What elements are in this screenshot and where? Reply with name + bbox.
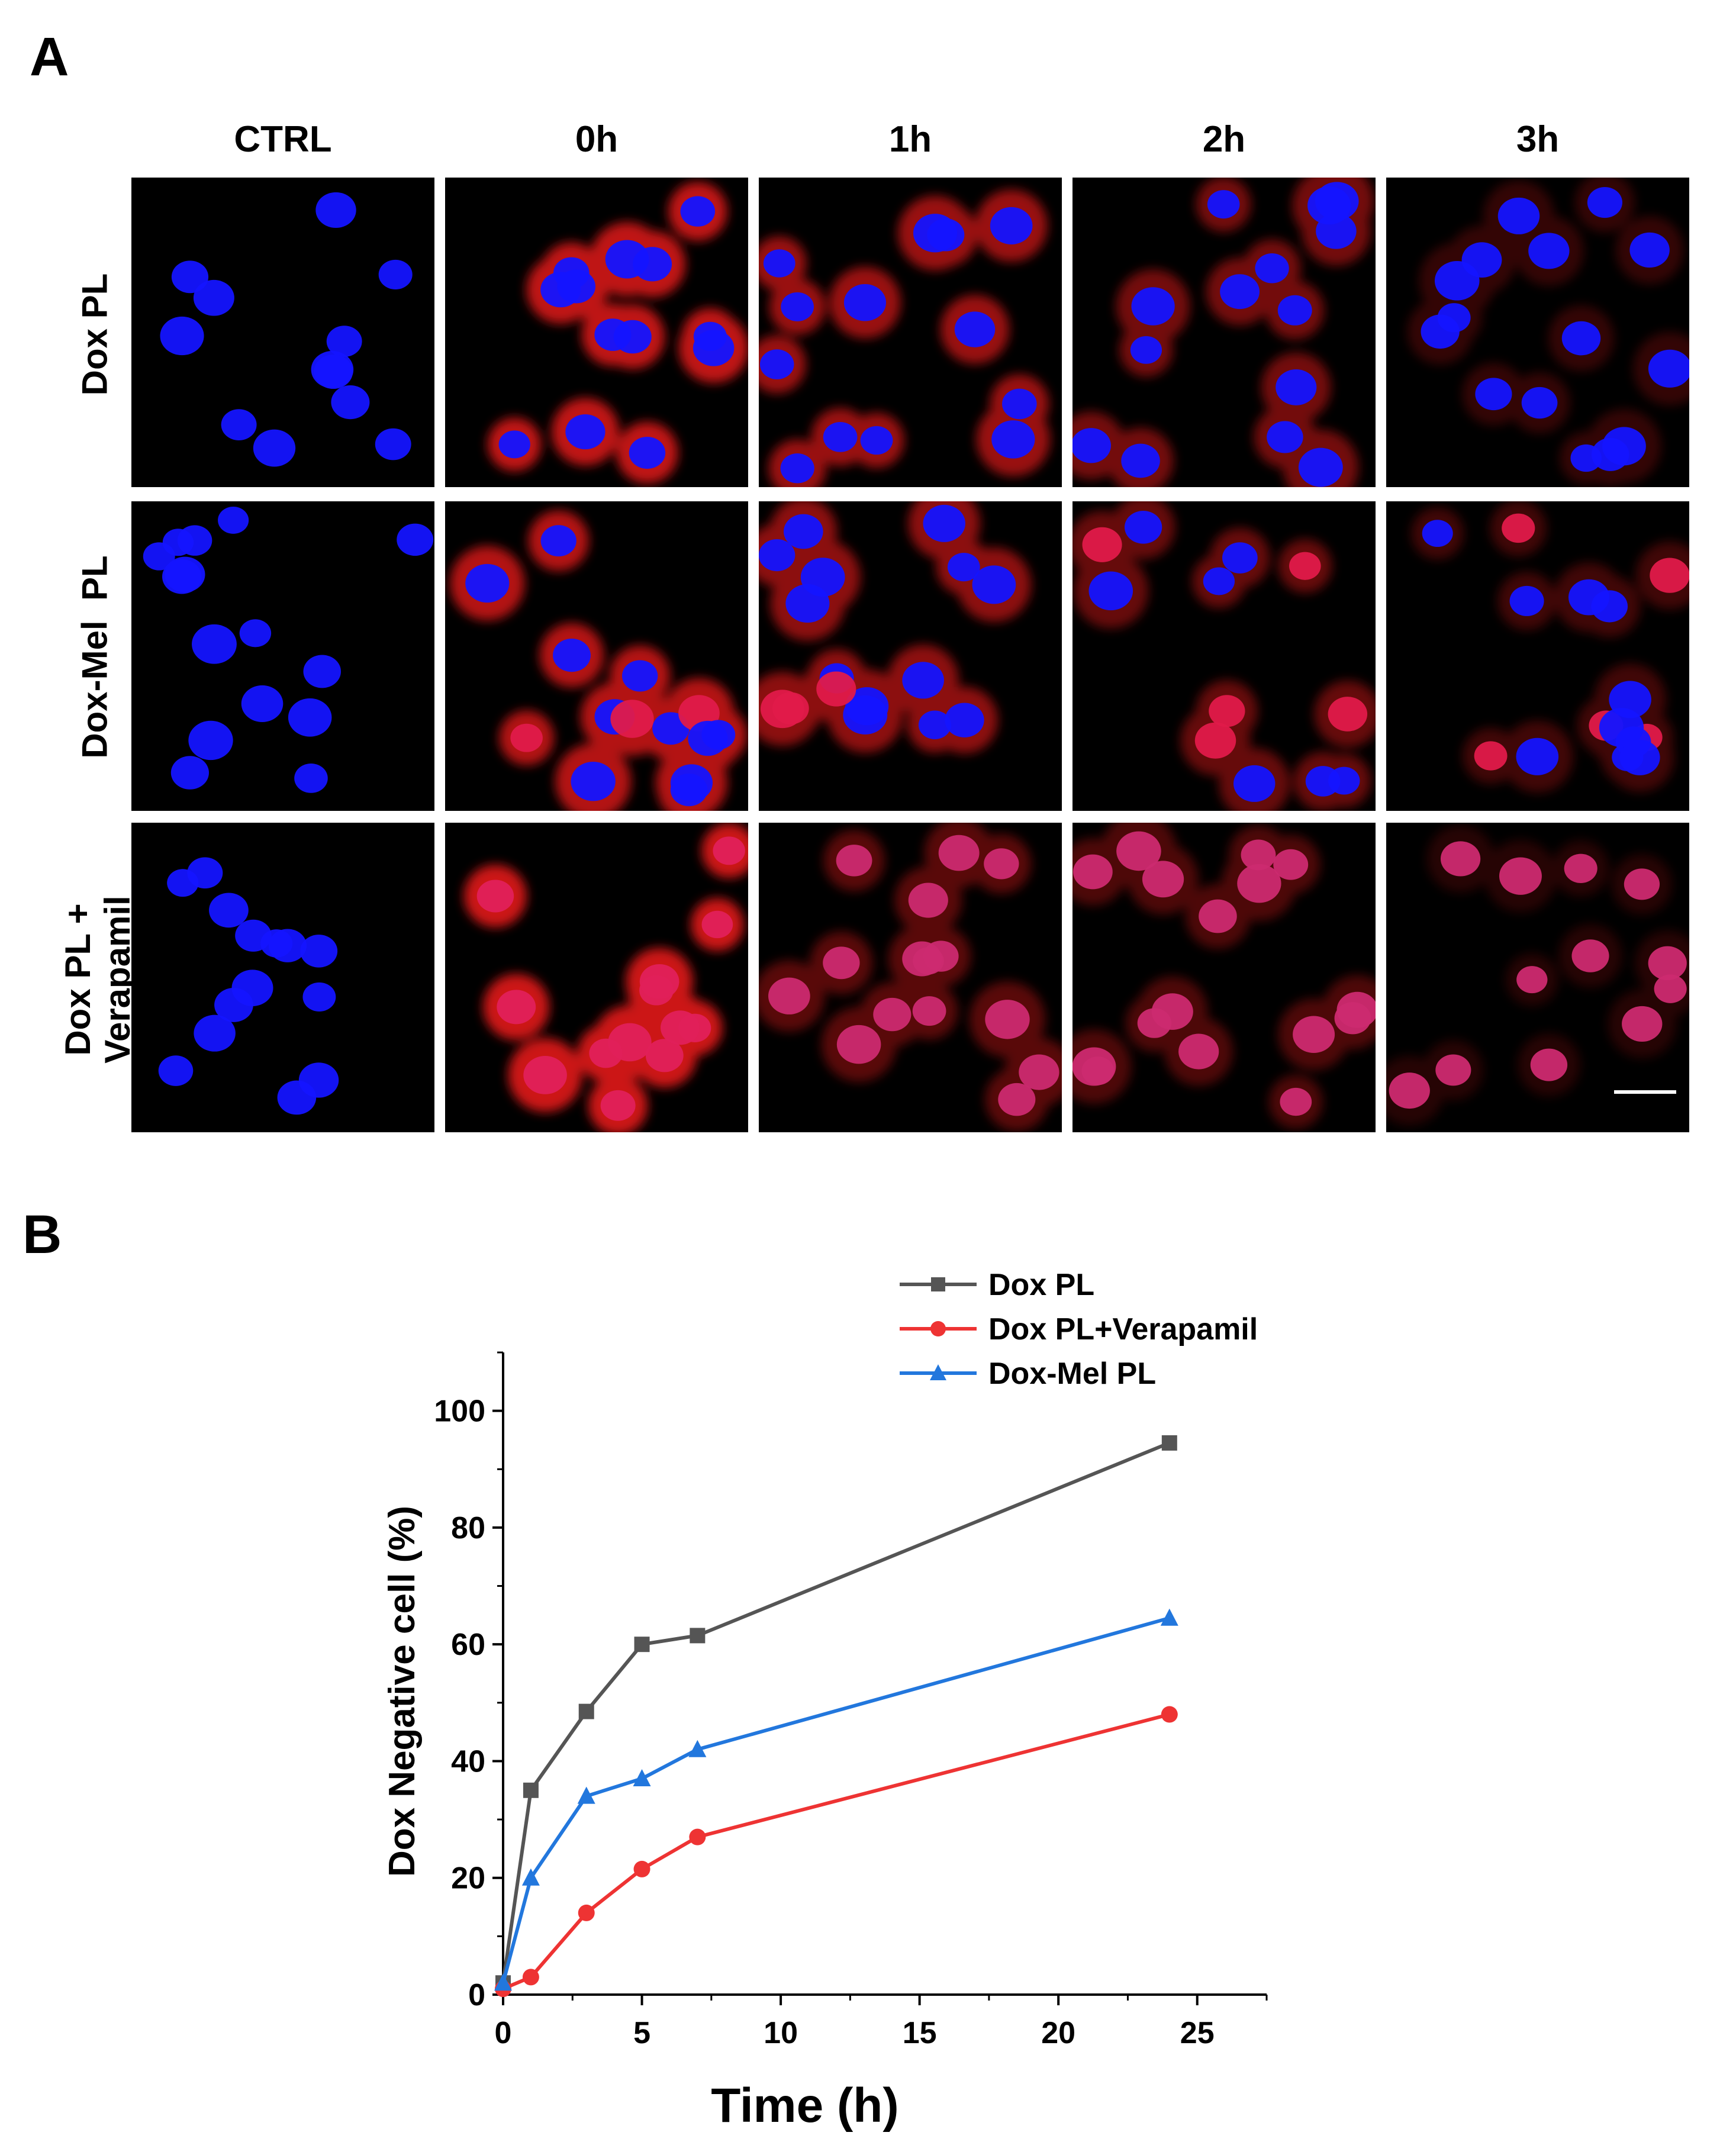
micrograph-r3-c5 xyxy=(1386,823,1689,1132)
legend-marker-0 xyxy=(931,1277,945,1291)
y-tick-label-80: 80 xyxy=(451,1511,485,1545)
x-tick-label-15: 15 xyxy=(903,2016,937,2050)
row-label-dox-mel-pl: Dox-Mel PL xyxy=(75,555,115,759)
series-1-point-2 xyxy=(578,1904,595,1921)
y-axis-label: Dox Negative cell (%) xyxy=(382,1506,423,1877)
micrograph-r3-c4 xyxy=(1072,823,1376,1132)
micrograph-r1-c5 xyxy=(1386,178,1689,487)
series-1-point-4 xyxy=(689,1828,706,1845)
y-tick-label-20: 20 xyxy=(451,1861,485,1896)
series-2-point-1 xyxy=(521,1868,540,1886)
legend-marker-1 xyxy=(930,1321,946,1336)
micrograph-r2-c5 xyxy=(1386,501,1689,811)
legend-marker-2 xyxy=(930,1364,946,1380)
series-1-point-5 xyxy=(1161,1706,1178,1723)
legend-label-1: Dox PL+Verapamil xyxy=(988,1312,1258,1347)
column-header-ctrl: CTRL xyxy=(234,119,332,160)
legend-label-0: Dox PL xyxy=(988,1268,1094,1302)
column-header-2h: 2h xyxy=(1202,119,1246,160)
micrograph-r2-c3 xyxy=(759,501,1062,811)
series-0-point-5 xyxy=(1161,1435,1177,1451)
y-tick-label-40: 40 xyxy=(451,1744,485,1779)
legend-label-2: Dox-Mel PL xyxy=(988,1357,1156,1391)
y-tick-label-100: 100 xyxy=(434,1394,485,1429)
micrograph-r2-c2 xyxy=(445,501,748,811)
micrograph-r1-c1 xyxy=(131,178,434,487)
series-line-0 xyxy=(501,1441,1170,1983)
panel-a-letter: A xyxy=(30,27,69,87)
x-axis-label: Time (h) xyxy=(711,2079,898,2133)
x-tick-label-25: 25 xyxy=(1180,2016,1215,2050)
y-tick-label-60: 60 xyxy=(451,1628,485,1662)
y-tick-label-0: 0 xyxy=(468,1978,485,2012)
series-2-point-2 xyxy=(577,1786,595,1804)
x-tick-label-10: 10 xyxy=(764,2016,798,2050)
series-0-point-1 xyxy=(523,1782,539,1798)
micrograph-r2-c4 xyxy=(1072,501,1376,811)
panel-b-letter: B xyxy=(22,1204,62,1265)
micrograph-r1-c4 xyxy=(1072,178,1376,487)
series-2-point-4 xyxy=(688,1740,707,1757)
column-header-1h: 1h xyxy=(888,119,932,160)
series-0-point-2 xyxy=(578,1703,594,1719)
row-label-dox-pl-verapamil: Dox PL + Verapamil xyxy=(57,896,137,1064)
micrograph-r3-c1 xyxy=(131,823,434,1132)
row-label-dox-pl: Dox PL xyxy=(75,273,115,396)
micrograph-r1-c2 xyxy=(445,178,748,487)
series-1-point-3 xyxy=(633,1860,650,1877)
series-line-2 xyxy=(501,1616,1170,1984)
column-header-0h: 0h xyxy=(575,119,619,160)
series-2-point-3 xyxy=(633,1769,651,1787)
micrograph-r3-c3 xyxy=(759,823,1062,1132)
series-2-point-5 xyxy=(1160,1608,1178,1626)
line-chart: 0 20 40 60 80 100 0 5 10 15 20 25 Time (h) Dox Negati… xyxy=(382,1268,1268,2133)
micrograph-r3-c2 xyxy=(445,823,748,1132)
series-line-1 xyxy=(502,1712,1170,1990)
micrograph-r2-c1 xyxy=(131,501,434,811)
x-tick-label-5: 5 xyxy=(633,2016,650,2050)
micrograph-r1-c3 xyxy=(759,178,1062,487)
series-0-point-3 xyxy=(634,1637,650,1653)
x-tick-label-0: 0 xyxy=(495,2016,512,2050)
column-header-3h: 3h xyxy=(1516,119,1560,160)
series-1-point-1 xyxy=(522,1969,539,1986)
series-2-point-0 xyxy=(494,1973,512,1991)
series-0-point-4 xyxy=(690,1628,706,1644)
x-tick-label-20: 20 xyxy=(1041,2016,1075,2050)
